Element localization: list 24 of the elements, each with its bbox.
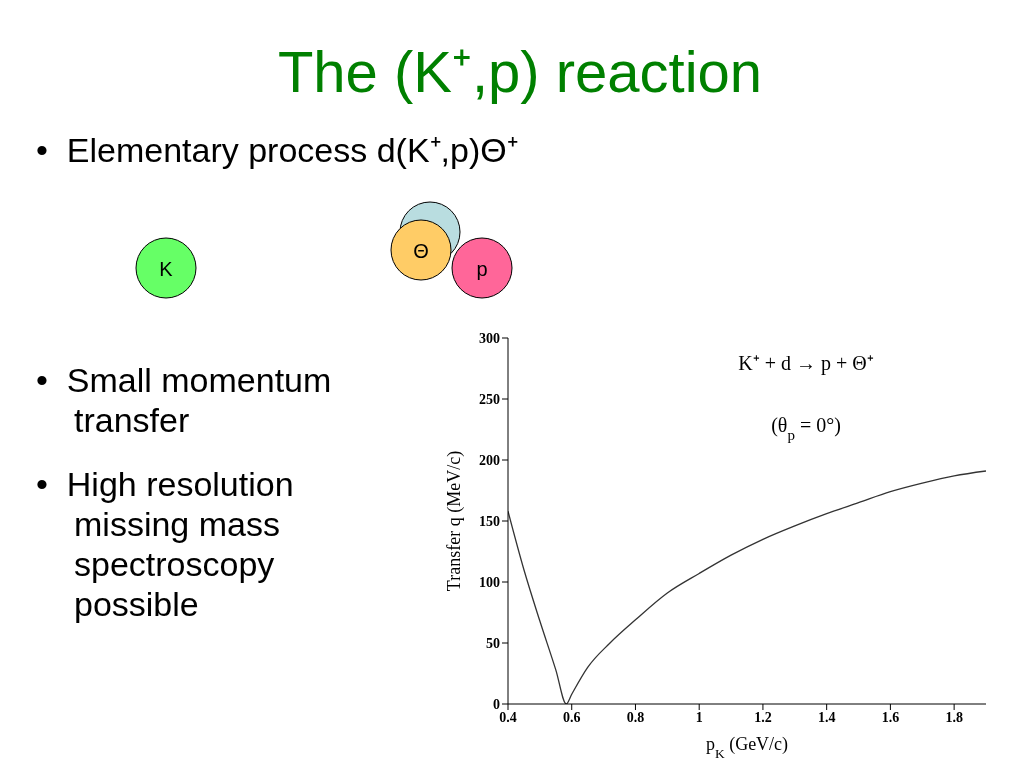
y-tick-label: 0 xyxy=(493,696,500,712)
x-axis-title: p$_{K}$ (GeV/c) xyxy=(705,734,789,761)
text: • High resolution missing mass spectroscopy possible xyxy=(36,465,295,623)
y-tick-label: 250 xyxy=(479,391,500,407)
annotation: (θ$_{p}$ = 0°) xyxy=(771,414,841,443)
text: • Elementary process d(K⁺,p)Θ⁺ xyxy=(36,131,518,169)
y-tick-label: 150 xyxy=(479,513,500,529)
x-tick-label: 0.8 xyxy=(626,709,645,725)
x-tick-label: 0.6 xyxy=(562,709,581,725)
annotation: K⁺ + d → p + Θ⁺ xyxy=(738,352,874,375)
x-tick-label: 1.2 xyxy=(754,709,772,725)
x-tick-label: 1.4 xyxy=(817,709,836,725)
chart-title: The (K⁺,p) reaction xyxy=(277,39,763,104)
kaon-particle-icon: K xyxy=(135,237,197,299)
y-tick-label: 200 xyxy=(479,452,500,468)
x-tick-label: 1.8 xyxy=(945,709,963,725)
x-tick-label: 1 xyxy=(695,709,703,725)
y-tick-label: 100 xyxy=(479,574,500,590)
y-tick-label: 300 xyxy=(479,330,500,346)
text: • Small momentum transfer xyxy=(36,361,333,439)
y-tick-label: 50 xyxy=(486,635,500,651)
x-tick-label: 1.6 xyxy=(881,709,900,725)
y-axis-title: Transfer q (MeV/c) xyxy=(444,450,465,592)
x-tick-label: 0.4 xyxy=(499,709,517,725)
